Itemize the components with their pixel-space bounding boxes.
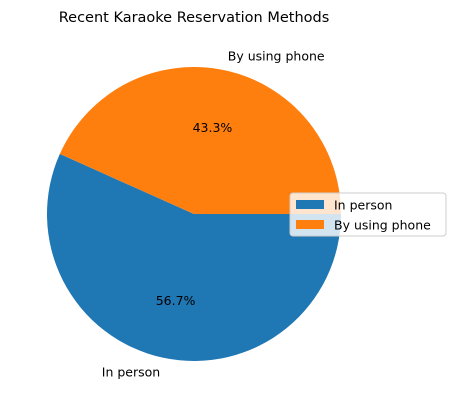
percentage-label: 43.3% — [193, 120, 233, 135]
pie-slice-in-person — [46, 153, 341, 361]
chart-title: Recent Karaoke Reservation Methods — [59, 10, 330, 26]
pie-slices — [46, 67, 341, 361]
pie-slice-by-using-phone — [59, 67, 341, 214]
percentage-labels: 56.7% 43.3% — [156, 120, 233, 308]
legend-swatch — [296, 220, 324, 229]
legend-swatch — [296, 200, 324, 209]
legend: In person By using phone — [289, 192, 447, 237]
percentage-label: 56.7% — [156, 293, 196, 308]
slice-labels: In person By using phone — [102, 48, 325, 379]
legend-box — [289, 192, 447, 237]
legend-label: By using phone — [334, 218, 431, 233]
slice-label: By using phone — [228, 48, 325, 63]
slice-label: In person — [102, 365, 160, 380]
legend-label: In person — [334, 198, 392, 213]
